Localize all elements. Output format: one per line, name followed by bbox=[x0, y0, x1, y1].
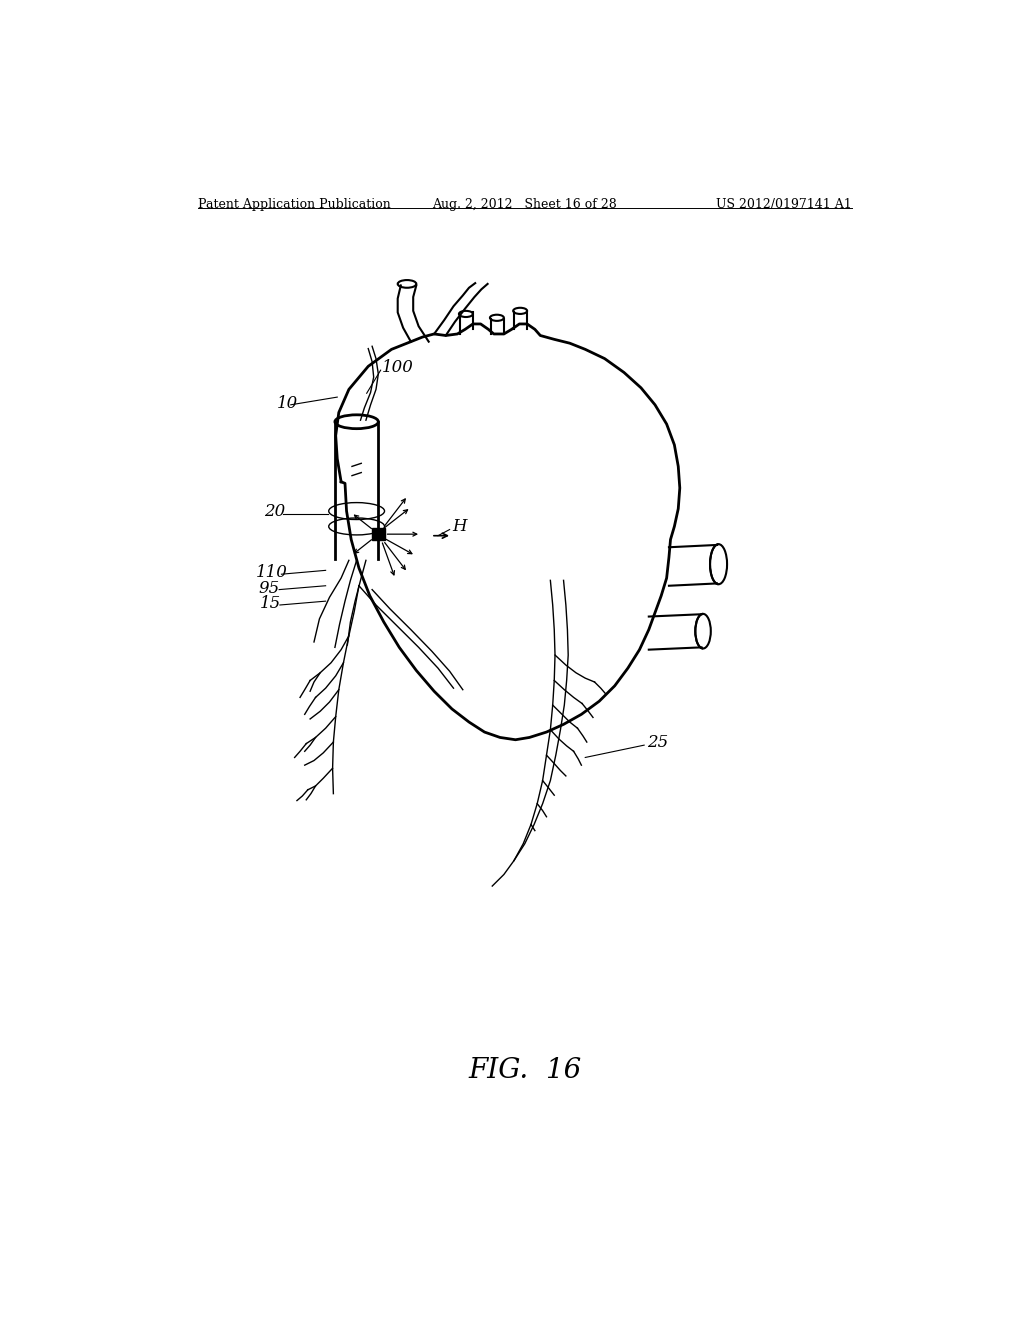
Text: Aug. 2, 2012   Sheet 16 of 28: Aug. 2, 2012 Sheet 16 of 28 bbox=[432, 198, 617, 211]
Text: FIG.  16: FIG. 16 bbox=[468, 1057, 582, 1084]
Bar bbox=[372, 528, 385, 540]
Text: 95: 95 bbox=[258, 579, 280, 597]
Text: H: H bbox=[452, 517, 467, 535]
Text: 100: 100 bbox=[382, 359, 414, 376]
Text: Patent Application Publication: Patent Application Publication bbox=[198, 198, 390, 211]
Text: 20: 20 bbox=[263, 503, 285, 520]
Text: 15: 15 bbox=[260, 595, 281, 612]
Text: 10: 10 bbox=[276, 395, 298, 412]
Text: US 2012/0197141 A1: US 2012/0197141 A1 bbox=[716, 198, 852, 211]
Text: 25: 25 bbox=[647, 734, 669, 751]
Text: 110: 110 bbox=[256, 564, 288, 581]
